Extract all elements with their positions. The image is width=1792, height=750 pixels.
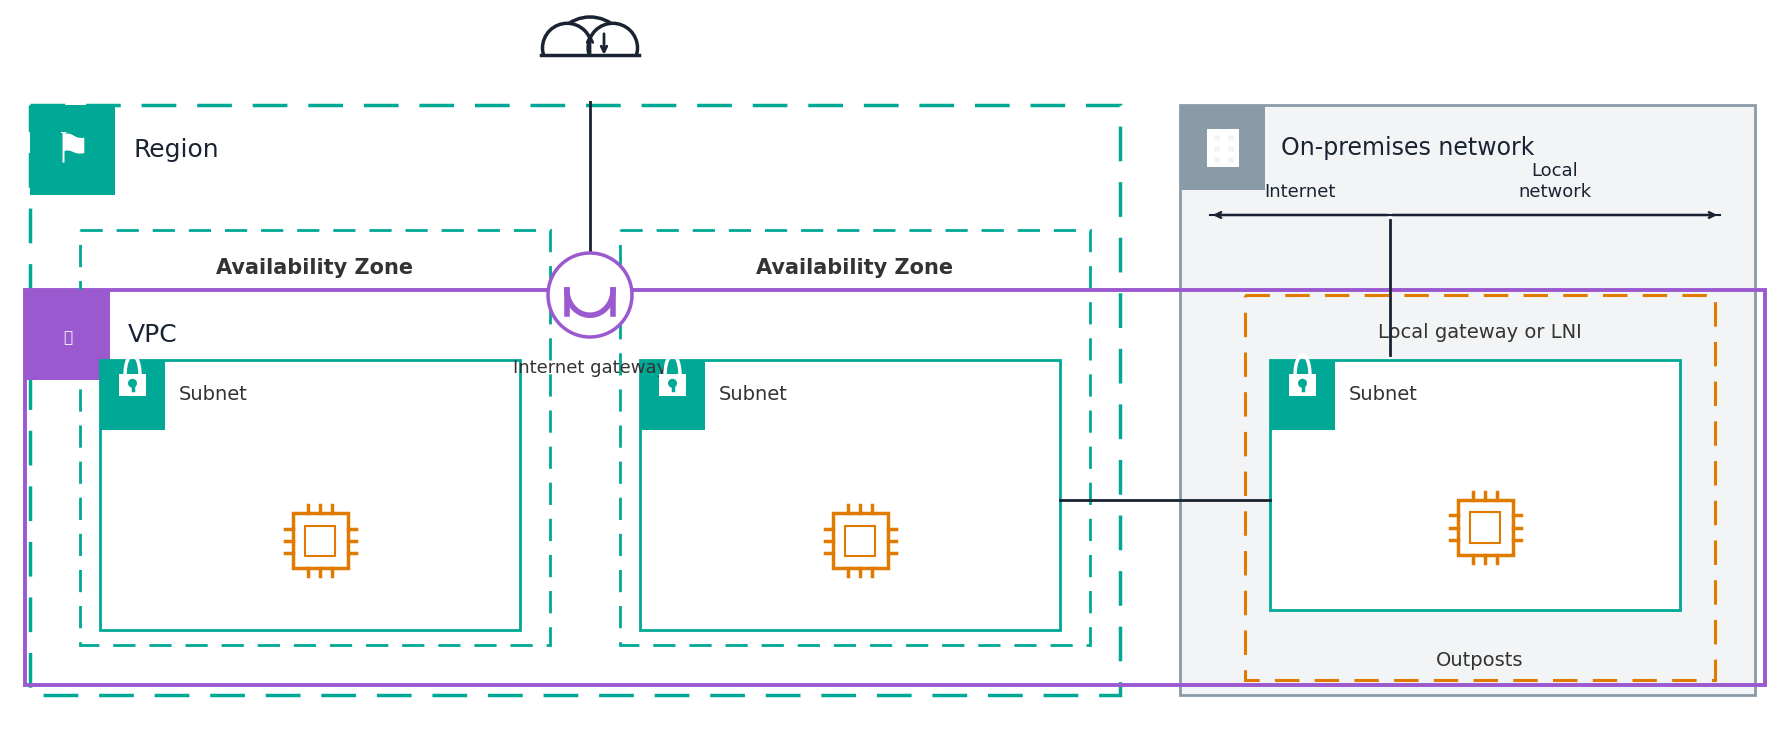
Text: Internet gateway: Internet gateway <box>513 359 667 377</box>
Text: Availability Zone: Availability Zone <box>217 258 414 278</box>
Text: Region: Region <box>133 138 219 162</box>
Text: Local
network: Local network <box>1518 162 1591 201</box>
Circle shape <box>70 321 91 343</box>
Text: 🔒: 🔒 <box>63 331 72 346</box>
Text: ⚑: ⚑ <box>54 129 91 171</box>
Circle shape <box>581 14 622 55</box>
Bar <box>659 374 686 396</box>
Circle shape <box>668 380 676 387</box>
Bar <box>620 230 1090 645</box>
Bar <box>1457 500 1512 555</box>
Bar <box>305 526 335 556</box>
Bar <box>25 290 109 380</box>
Circle shape <box>552 17 627 93</box>
Bar <box>100 360 520 630</box>
Bar <box>1226 155 1233 163</box>
Circle shape <box>543 23 591 73</box>
Bar <box>1271 360 1681 610</box>
Bar <box>1226 134 1233 140</box>
Bar <box>1213 145 1220 152</box>
Text: Internet: Internet <box>1265 183 1335 201</box>
Bar <box>541 55 640 100</box>
Bar <box>640 360 704 430</box>
Bar <box>833 514 887 568</box>
Bar <box>118 374 145 396</box>
Circle shape <box>45 321 66 343</box>
Bar <box>1179 105 1754 695</box>
Circle shape <box>548 253 633 337</box>
Bar <box>1213 134 1220 140</box>
Bar <box>844 526 874 556</box>
Text: Subnet: Subnet <box>1349 386 1417 404</box>
Bar <box>1213 155 1220 163</box>
Bar <box>1206 128 1238 166</box>
Circle shape <box>50 312 86 348</box>
Text: VPC: VPC <box>127 323 177 347</box>
Bar <box>30 105 115 195</box>
Circle shape <box>557 14 600 55</box>
Bar <box>25 290 1765 685</box>
Circle shape <box>588 23 638 73</box>
Text: On-premises network: On-premises network <box>1281 136 1534 160</box>
Circle shape <box>552 17 627 93</box>
Bar <box>1245 295 1715 680</box>
Bar <box>292 514 348 568</box>
Bar <box>100 360 165 430</box>
Text: Local gateway or LNI: Local gateway or LNI <box>1378 323 1582 343</box>
Text: Subnet: Subnet <box>179 386 247 404</box>
Circle shape <box>129 380 136 387</box>
Bar <box>30 105 1120 695</box>
Bar <box>1226 145 1233 152</box>
Bar <box>1271 360 1335 430</box>
Bar <box>81 230 550 645</box>
Text: Outposts: Outposts <box>1435 650 1523 670</box>
Circle shape <box>1299 380 1306 387</box>
Circle shape <box>588 23 638 73</box>
Bar <box>1288 374 1315 396</box>
Bar <box>1179 105 1265 190</box>
Text: Availability Zone: Availability Zone <box>756 258 953 278</box>
Circle shape <box>543 23 591 73</box>
Text: Subnet: Subnet <box>719 386 788 404</box>
Bar <box>640 360 1061 630</box>
Bar <box>1469 512 1500 543</box>
